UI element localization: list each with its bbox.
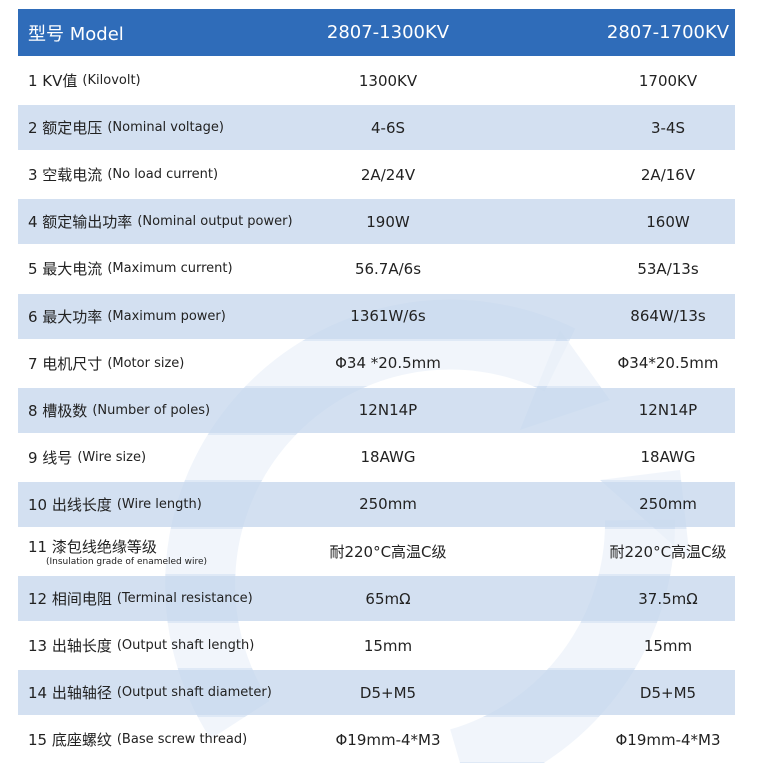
row-label: 11 漆包线绝缘等级 (Insulation grade of enameled … [28,529,207,574]
row-label: 14 出轴轴径 (Output shaft diameter) [28,670,272,715]
value-cell: 53A/13s [637,259,699,278]
table-row: 15 底座螺纹 (Base screw thread) Φ19mm-4*M3 Φ19m… [18,717,735,763]
label-cn: 3 空载电流 [28,166,103,185]
header-row: 型号 Model 2807-1300KV 2807-1700KV [18,9,735,56]
table-row: 4 额定输出功率 (Nominal output power) 190W 160W [18,199,735,245]
label-en: (Nominal output power) [137,214,293,230]
header-cell: 2807-1300KV [326,22,450,43]
value-cell: 250mm [639,495,697,514]
label-cn: 5 最大电流 [28,260,103,279]
row-label: 9 线号 (Wire size) [28,435,146,480]
label-en: (Maximum current) [107,261,233,277]
row-label: 15 底座螺纹 (Base screw thread) [28,717,247,762]
value-cell: 1700KV [638,71,698,90]
row-label: 7 电机尺寸 (Motor size) [28,341,184,386]
label-cn: 4 额定输出功率 [28,213,133,232]
value-cell: 2A/24V [360,165,416,184]
label-en: (No load current) [107,167,219,183]
label-en: (Kilovolt) [82,73,141,89]
label-cn: 7 电机尺寸 [28,354,103,373]
row-label: 12 相间电阻 (Terminal resistance) [28,576,253,621]
value-cell: 250mm [359,495,417,514]
label-en: (Base screw thread) [116,732,248,748]
label-cn: 9 线号 [28,448,73,467]
label-en: (Insulation grade of enameled wire) [46,557,208,568]
table-row: 2 额定电压 (Nominal voltage) 4-6S 3-4S [18,105,735,151]
label-cn: 13 出轴长度 [28,637,112,656]
value-cell: 4-6S [370,118,406,137]
label-en: (Nominal voltage) [107,120,224,136]
row-label: 10 出线长度 (Wire length) [28,482,202,527]
value-cell: Φ19mm-4*M3 [615,730,721,749]
label-cn: 15 底座螺纹 [28,731,112,750]
value-cell: 15mm [363,636,413,655]
value-cell: 耐220°C高温C级 [609,543,727,562]
label-cn: 12 相间电阻 [28,590,112,609]
table-row: 8 槽极数 (Number of poles) 12N14P 12N14P [18,387,735,433]
row-label: 13 出轴长度 (Output shaft length) [28,623,254,668]
row-label: 8 槽极数 (Number of poles) [28,388,210,433]
row-label: 2 额定电压 (Nominal voltage) [28,105,224,150]
value-cell: 12N14P [638,401,698,420]
label-en: (Terminal resistance) [116,591,253,607]
value-cell: 1361W/6s [350,307,426,326]
value-cell: 190W [366,212,410,231]
value-cell: 18AWG [640,448,696,467]
value-cell: 2A/16V [640,165,696,184]
label-en: (Output shaft length) [116,638,255,654]
label-cn: 1 KV值 [28,72,78,91]
value-cell: D5+M5 [639,683,697,702]
label-en: (Output shaft diameter) [116,685,272,701]
row-label: 5 最大电流 (Maximum current) [28,246,233,291]
value-cell: 160W [646,212,690,231]
value-cell: 65mΩ [365,589,411,608]
value-cell: Φ34*20.5mm [617,354,719,373]
table-row: 6 最大功率 (Maximum power) 1361W/6s 864W/13s [18,293,735,339]
label-en: (Maximum power) [107,308,226,324]
label-en: (Wire size) [77,449,147,465]
table-row: 12 相间电阻 (Terminal resistance) 65mΩ 37.5mΩ [18,576,735,622]
value-cell: 56.7A/6s [354,259,422,278]
table-row: 10 出线长度 (Wire length) 250mm 250mm [18,481,735,527]
label-en: (Wire length) [116,496,202,512]
table-row: 7 电机尺寸 (Motor size) Φ34 *20.5mm Φ34*20.5mm [18,340,735,386]
row-label: 4 额定输出功率 (Nominal output power) [28,199,293,244]
label-cn: 14 出轴轴径 [28,684,112,703]
table-row: 1 KV值 (Kilovolt) 1300KV 1700KV [18,58,735,104]
header-cell: 型号 Model [28,23,124,45]
table-row: 3 空载电流 (No load current) 2A/24V 2A/16V [18,152,735,198]
value-cell: 耐220°C高温C级 [329,543,447,562]
label-en: (Motor size) [107,355,185,371]
row-label: 3 空载电流 (No load current) [28,152,218,197]
value-cell: 864W/13s [630,307,706,326]
value-cell: Φ34 *20.5mm [335,354,441,373]
table-row: 11 漆包线绝缘等级 (Insulation grade of enameled … [18,529,735,575]
value-cell: D5+M5 [359,683,417,702]
label-en: (Number of poles) [92,402,211,418]
table-row: 5 最大电流 (Maximum current) 56.7A/6s 53A/13s [18,246,735,292]
table-row: 14 出轴轴径 (Output shaft diameter) D5+M5 D5+M5 [18,670,735,716]
table-row: 13 出轴长度 (Output shaft length) 15mm 15mm [18,623,735,669]
value-cell: 18AWG [360,448,416,467]
row-label: 6 最大功率 (Maximum power) [28,294,226,339]
value-cell: 3-4S [650,118,686,137]
table-row: 9 线号 (Wire size) 18AWG 18AWG [18,434,735,480]
header-cell: 2807-1700KV [606,22,730,43]
value-cell: 15mm [643,636,693,655]
value-cell: Φ19mm-4*M3 [335,730,441,749]
label-cn: 2 额定电压 [28,119,103,138]
label-cn: 8 槽极数 [28,401,88,420]
value-cell: 1300KV [358,71,418,90]
row-label: 1 KV值 (Kilovolt) [28,58,141,103]
value-cell: 37.5mΩ [638,589,698,608]
value-cell: 12N14P [358,401,418,420]
label-cn: 6 最大功率 [28,307,103,326]
label-cn: 10 出线长度 [28,495,112,514]
label-cn: 11 漆包线绝缘等级 [28,538,157,557]
